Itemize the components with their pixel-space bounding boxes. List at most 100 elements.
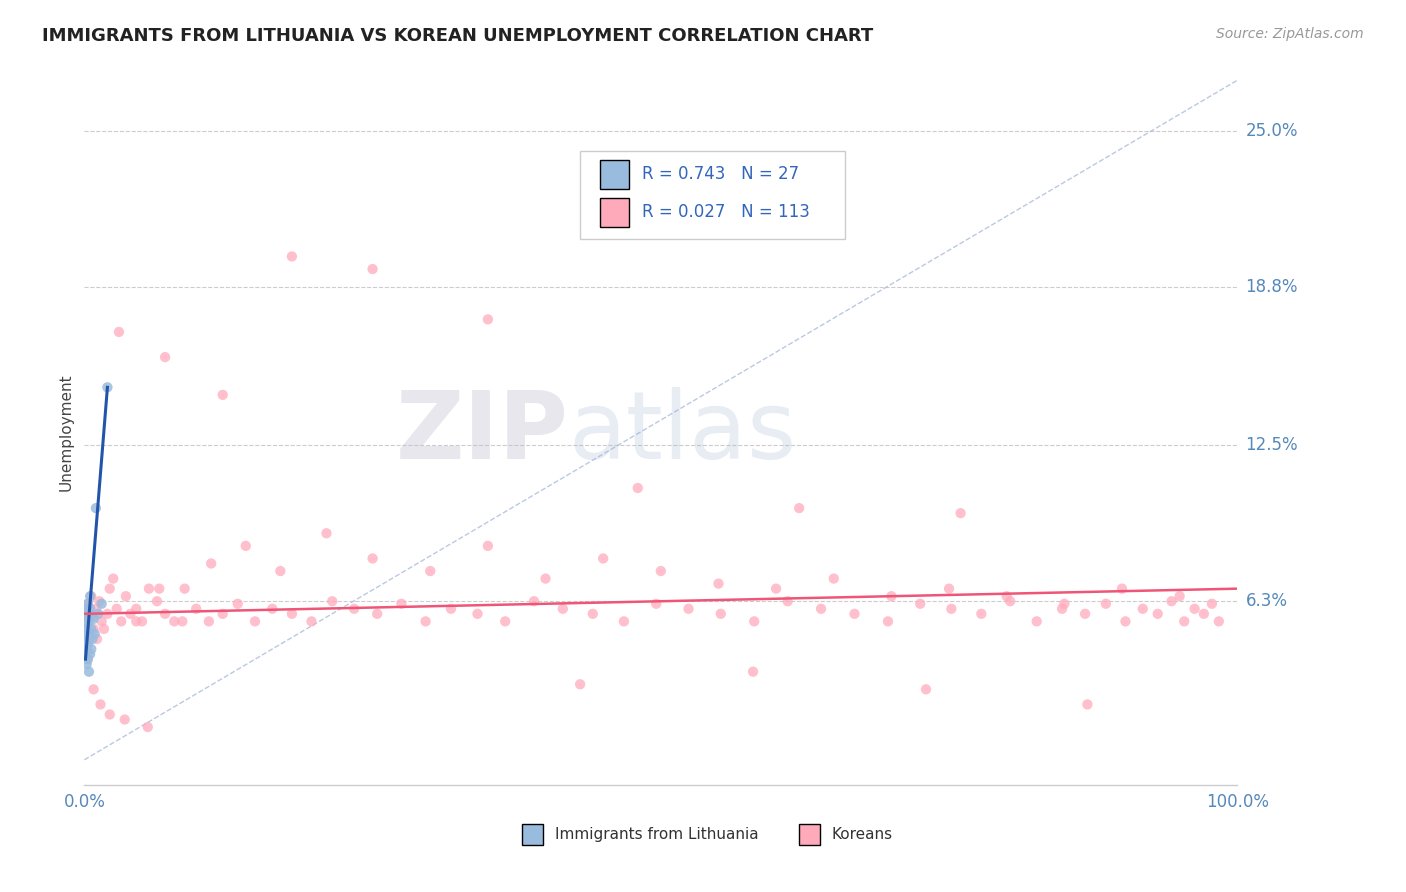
Point xyxy=(82,609,104,624)
Point xyxy=(262,601,284,615)
Point xyxy=(1095,597,1118,611)
Point xyxy=(76,601,98,615)
Point xyxy=(173,582,195,596)
FancyBboxPatch shape xyxy=(581,151,845,239)
Point xyxy=(136,720,159,734)
Point xyxy=(1201,597,1223,611)
Point xyxy=(880,589,903,603)
Point xyxy=(75,647,97,661)
Point xyxy=(76,615,98,629)
Text: Source: ZipAtlas.com: Source: ZipAtlas.com xyxy=(1216,27,1364,41)
Point xyxy=(120,607,142,621)
Point xyxy=(787,501,810,516)
Point xyxy=(877,615,900,629)
Point xyxy=(366,607,388,621)
FancyBboxPatch shape xyxy=(600,160,628,189)
Point xyxy=(243,615,266,629)
Point xyxy=(569,677,592,691)
Point xyxy=(90,615,112,629)
Point xyxy=(86,632,108,646)
Point xyxy=(90,597,112,611)
Point xyxy=(226,597,249,611)
Point xyxy=(823,572,845,586)
Point xyxy=(910,597,932,611)
Point xyxy=(742,665,765,679)
Point xyxy=(742,615,765,629)
Point xyxy=(75,627,97,641)
Text: ZIP: ZIP xyxy=(395,386,568,479)
Point xyxy=(83,682,105,697)
Point xyxy=(1111,582,1133,596)
Point xyxy=(125,615,148,629)
Point xyxy=(80,622,103,636)
Point xyxy=(415,615,437,629)
Point xyxy=(494,615,516,629)
Point xyxy=(80,642,103,657)
Point xyxy=(211,607,233,621)
Point xyxy=(125,601,148,615)
Point xyxy=(96,607,118,621)
Point xyxy=(98,707,121,722)
Point xyxy=(1168,589,1191,603)
Point xyxy=(650,564,672,578)
Text: R = 0.027   N = 113: R = 0.027 N = 113 xyxy=(643,203,810,221)
Point xyxy=(80,589,103,603)
Point xyxy=(1114,615,1136,629)
Point xyxy=(613,615,636,629)
Point xyxy=(211,388,233,402)
Point xyxy=(467,607,489,621)
Point xyxy=(77,665,100,679)
Point xyxy=(523,594,546,608)
Point xyxy=(419,564,441,578)
Point xyxy=(343,601,366,615)
FancyBboxPatch shape xyxy=(600,198,628,227)
Point xyxy=(281,250,304,264)
Point xyxy=(115,589,138,603)
Point xyxy=(76,652,98,666)
Point xyxy=(938,582,960,596)
Point xyxy=(87,607,110,621)
Point xyxy=(83,612,105,626)
Point xyxy=(76,622,98,636)
Point xyxy=(776,594,799,608)
Point xyxy=(1173,615,1195,629)
Point xyxy=(172,615,194,629)
Point xyxy=(89,594,111,608)
Point xyxy=(592,551,614,566)
Point xyxy=(321,594,343,608)
Point xyxy=(810,601,832,615)
Point xyxy=(1208,615,1230,629)
Y-axis label: Unemployment: Unemployment xyxy=(58,374,73,491)
Point xyxy=(98,582,121,596)
Point xyxy=(163,615,186,629)
Point xyxy=(582,607,605,621)
Point xyxy=(138,582,160,596)
Point xyxy=(89,698,111,712)
Point xyxy=(627,481,650,495)
Point xyxy=(84,601,107,615)
Point xyxy=(76,597,98,611)
Point xyxy=(105,601,128,615)
Point xyxy=(148,582,170,596)
Point xyxy=(76,637,98,651)
Point xyxy=(76,642,98,657)
Point xyxy=(915,682,938,697)
Text: 25.0%: 25.0% xyxy=(1246,121,1298,140)
Point xyxy=(198,615,221,629)
Point xyxy=(79,589,101,603)
Text: Koreans: Koreans xyxy=(831,827,893,842)
Text: 12.5%: 12.5% xyxy=(1246,436,1298,454)
Point xyxy=(645,597,668,611)
Point xyxy=(949,506,972,520)
Point xyxy=(76,597,98,611)
FancyBboxPatch shape xyxy=(523,823,543,845)
Text: Immigrants from Lithuania: Immigrants from Lithuania xyxy=(555,827,758,842)
Point xyxy=(110,615,132,629)
Point xyxy=(235,539,257,553)
Point xyxy=(77,607,100,621)
Point xyxy=(1050,601,1073,615)
FancyBboxPatch shape xyxy=(799,823,820,845)
Point xyxy=(551,601,574,615)
Point xyxy=(477,312,499,326)
Point xyxy=(83,627,105,641)
